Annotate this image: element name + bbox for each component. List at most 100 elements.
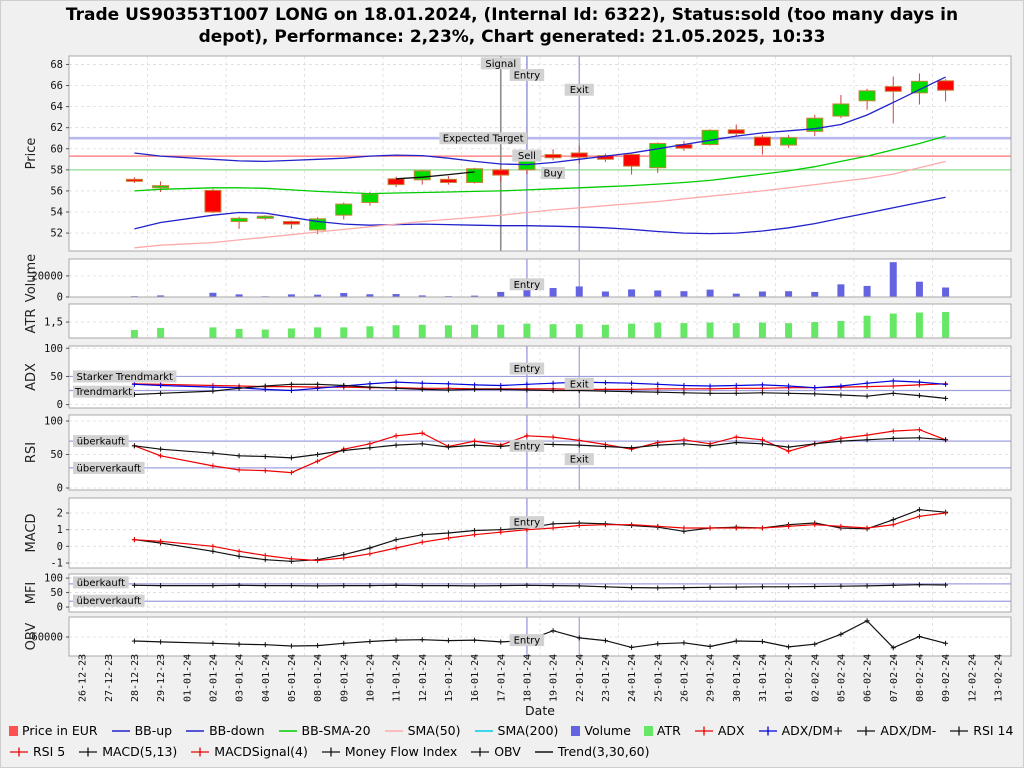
- date-tick-label: 30-01-24: [732, 654, 743, 702]
- annotation-badge: [564, 453, 594, 466]
- svg-text:58: 58: [50, 164, 63, 176]
- date-tick-label: 29-01-24: [706, 654, 717, 702]
- annotation-badge: [564, 83, 594, 96]
- annotation-badge: [73, 594, 145, 607]
- legend-item: RSI 14: [949, 723, 1013, 738]
- svg-text:Entry: Entry: [514, 518, 541, 529]
- svg-text:100: 100: [44, 343, 63, 355]
- date-tick-label: 01-01-24: [182, 654, 193, 702]
- candle: [858, 90, 876, 102]
- svg-text:60: 60: [50, 143, 63, 155]
- date-axis-label: Date: [525, 703, 555, 718]
- annotation-badge: [73, 370, 177, 383]
- svg-text:Starker Trendmarkt: Starker Trendmarkt: [76, 372, 173, 383]
- price-axis-label: Price: [24, 138, 39, 170]
- legend-item: Volume: [571, 723, 631, 738]
- mfi-axis-label: MFI: [24, 582, 39, 605]
- legend-item: SMA(200): [474, 723, 558, 738]
- legend-label: Price in EUR: [22, 723, 98, 738]
- chart-title: Trade US90353T1007 LONG on 18.01.2024, (…: [65, 5, 959, 48]
- legend-item: MACD(5,13): [78, 744, 177, 759]
- bb-sma-20-line-marker-icon: [278, 729, 297, 732]
- legend-item: BB-SMA-20: [278, 723, 371, 738]
- date-tick-label: 02-01-24: [208, 654, 219, 702]
- rsi-series: [131, 427, 949, 476]
- svg-text:Entry: Entry: [514, 364, 541, 375]
- candle: [727, 129, 745, 134]
- date-tick-label: 24-01-24: [627, 654, 638, 702]
- macdsignal-4--line-plus-marker-icon: [191, 747, 210, 756]
- candle: [335, 203, 353, 216]
- date-tick-label: 03-01-24: [235, 654, 246, 702]
- date-axis: 26-12-23 27-12-23 28-12-23 29-12-23 01-01-24…: [78, 654, 1005, 702]
- atr-bar: [130, 330, 138, 338]
- annotation-badge: [509, 516, 545, 529]
- svg-text:Entry: Entry: [514, 70, 541, 81]
- atr-bar: [261, 329, 269, 338]
- adx-series: [131, 378, 949, 401]
- legend-label: ADX/DM+: [781, 723, 844, 738]
- atr-series: [130, 311, 950, 338]
- price-in-eur-swatch-icon: [9, 725, 18, 736]
- volume-bar: [942, 287, 950, 297]
- atr-bar: [811, 322, 819, 338]
- volume-bar: [314, 294, 322, 297]
- legend-item: BB-down: [185, 723, 265, 738]
- atr-swatch-icon: [643, 725, 653, 736]
- overlay-BB-down: [134, 196, 946, 235]
- atr-bar: [157, 327, 165, 338]
- legend-label: Volume: [584, 723, 631, 738]
- legend: Price in EUR BB-up BB-down BB-SMA-20 SMA(50)…: [9, 723, 1019, 759]
- date-tick-label: 09-02-24: [941, 654, 952, 702]
- adx-dm+-line-plus-marker-icon: [758, 726, 777, 735]
- candle: [230, 217, 248, 222]
- candle: [884, 86, 902, 92]
- atr-bar: [392, 325, 400, 338]
- adx-line-plus-marker-icon: [694, 726, 713, 735]
- date-tick-label: 26-12-23: [78, 654, 89, 702]
- svg-text:0: 0: [57, 541, 63, 553]
- svg-text:Exit: Exit: [570, 455, 589, 466]
- volume-bar: [863, 285, 871, 297]
- candle: [204, 189, 222, 213]
- legend-item: MACDSignal(4): [190, 744, 308, 759]
- svg-text:62: 62: [50, 122, 63, 134]
- svg-text:100: 100: [44, 573, 63, 585]
- volume-bar: [366, 294, 374, 297]
- sma-200--line-marker-icon: [474, 729, 493, 732]
- candle: [125, 178, 143, 182]
- date-tick-label: 06-02-24: [863, 654, 874, 702]
- annotation-badge: [509, 68, 545, 81]
- svg-text:-1: -1: [50, 558, 63, 570]
- legend-item: ADX/DM-: [856, 723, 936, 738]
- date-tick-label: 17-01-24: [496, 654, 507, 702]
- atr-bar: [837, 321, 845, 338]
- legend-label: OBV: [494, 744, 521, 759]
- svg-text:56: 56: [50, 185, 63, 197]
- svg-text:überverkauft: überverkauft: [77, 596, 142, 607]
- date-tick-label: 05-01-24: [287, 654, 298, 702]
- volume-bar: [418, 295, 426, 297]
- svg-text:Trendmarkt: Trendmarkt: [74, 387, 132, 398]
- volume-bar: [235, 294, 243, 297]
- candle: [701, 129, 719, 146]
- mfi-panel: 0 50 100 MFI überkauft überverkauft: [24, 573, 1012, 614]
- svg-text:überverkauft: überverkauft: [77, 463, 142, 474]
- atr-bar: [209, 327, 217, 338]
- date-tick-label: 26-01-24: [679, 654, 690, 702]
- rsi-panel: 0 50 100 RSI überkauft überverkauft Entry Exit: [24, 414, 1012, 494]
- date-tick-label: 15-01-24: [444, 654, 455, 702]
- date-tick-label: 29-12-23: [156, 654, 167, 702]
- date-tick-label: 27-12-23: [104, 654, 115, 702]
- svg-text:100: 100: [44, 416, 63, 428]
- candle: [256, 215, 274, 219]
- annotation-badge: [509, 278, 545, 291]
- legend-item: ADX: [694, 723, 745, 738]
- date-tick-label: 05-02-24: [836, 654, 847, 702]
- rsi-14-line-plus-marker-icon: [950, 726, 969, 735]
- volume-bar: [549, 288, 557, 297]
- legend-item: Money Flow Index: [321, 744, 457, 759]
- volume-bar: [523, 289, 531, 297]
